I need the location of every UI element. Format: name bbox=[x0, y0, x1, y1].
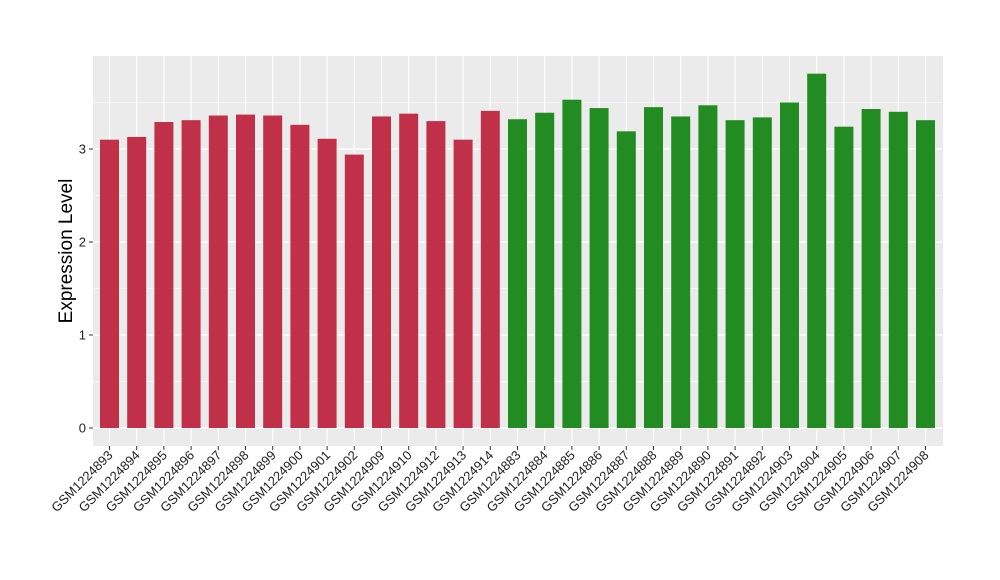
bar-GSM1224906 bbox=[861, 109, 881, 428]
bar-GSM1224897 bbox=[208, 115, 228, 429]
bar-GSM1224894 bbox=[127, 136, 147, 428]
bar-GSM1224886 bbox=[589, 108, 609, 428]
y-tick-label: 1 bbox=[79, 328, 86, 343]
y-tick-label: 3 bbox=[79, 142, 86, 157]
bar-GSM1224896 bbox=[181, 120, 201, 429]
bar-GSM1224902 bbox=[344, 154, 364, 428]
bar-GSM1224900 bbox=[290, 124, 310, 428]
bar-GSM1224898 bbox=[236, 114, 255, 428]
bar-GSM1224891 bbox=[725, 120, 745, 429]
bars bbox=[100, 73, 935, 429]
bar-GSM1224884 bbox=[535, 112, 555, 428]
bar-GSM1224908 bbox=[916, 120, 935, 429]
bar-GSM1224903 bbox=[780, 102, 799, 428]
bar-GSM1224912 bbox=[426, 121, 446, 428]
bar-GSM1224885 bbox=[562, 99, 582, 429]
bar-GSM1224895 bbox=[154, 122, 174, 428]
y-tick-label: 0 bbox=[79, 421, 86, 436]
bar-GSM1224899 bbox=[263, 115, 283, 429]
y-axis: 0 1 2 3 bbox=[79, 142, 93, 436]
bar-GSM1224883 bbox=[508, 119, 527, 429]
y-tick-label: 2 bbox=[79, 235, 86, 250]
bar-GSM1224914 bbox=[480, 110, 500, 429]
bar-GSM1224913 bbox=[453, 139, 473, 428]
bar-GSM1224889 bbox=[671, 116, 691, 428]
x-axis: GSM1224893GSM1224894GSM1224895GSM1224896… bbox=[48, 446, 932, 515]
bar-GSM1224892 bbox=[752, 117, 772, 428]
bar-GSM1224910 bbox=[399, 113, 419, 428]
bar-GSM1224904 bbox=[807, 73, 827, 429]
bar-GSM1224901 bbox=[317, 138, 337, 428]
y-axis-title: Expression Level bbox=[56, 179, 77, 324]
bar-GSM1224905 bbox=[834, 126, 854, 429]
bar-GSM1224887 bbox=[616, 131, 636, 428]
bar-GSM1224888 bbox=[644, 107, 663, 429]
bar-GSM1224890 bbox=[698, 105, 718, 428]
bar-GSM1224907 bbox=[888, 111, 908, 429]
bar-GSM1224893 bbox=[100, 139, 119, 428]
bar-GSM1224909 bbox=[372, 116, 391, 428]
